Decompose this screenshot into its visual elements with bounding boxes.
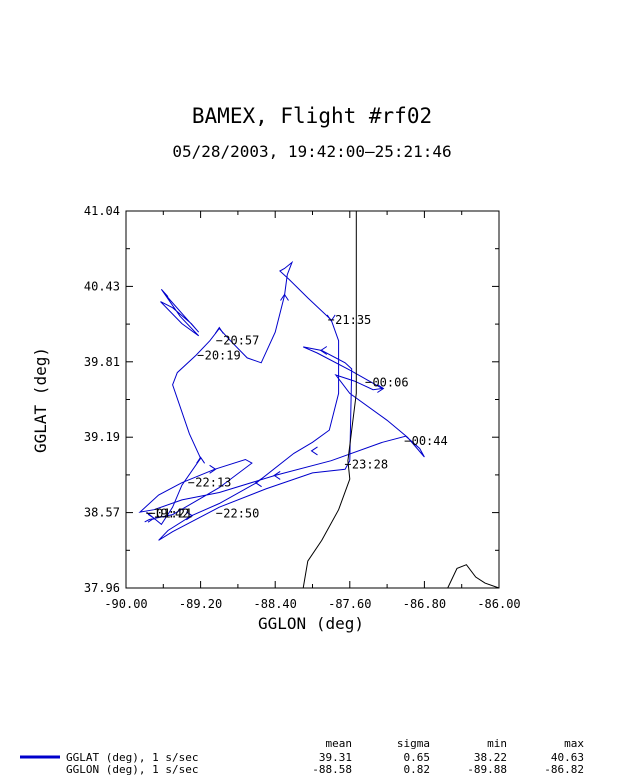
x-tick-label-1: -89.20 (179, 597, 222, 611)
time-label-1: 01:21 (156, 506, 192, 520)
stats-value-1-1: 0.82 (404, 763, 431, 776)
series-line-1 (160, 288, 200, 337)
series-layer (138, 211, 500, 589)
legend-label-0: GGLAT (deg), 1 s/sec (66, 751, 198, 764)
direction-arrow-6 (377, 384, 385, 393)
y-tick-label-2: 39.19 (84, 430, 120, 444)
time-label-9: 00:44 (412, 434, 448, 448)
time-label-5: 22:13 (195, 476, 231, 490)
x-tick-label-4: -86.80 (403, 597, 446, 611)
stats-value-1-0: -88.58 (312, 763, 352, 776)
direction-arrow-1 (196, 456, 206, 464)
arrow-layer (147, 293, 385, 523)
plot-frame (125, 210, 500, 589)
direction-arrow-9 (209, 464, 217, 474)
direction-arrow-8 (273, 470, 281, 480)
legend-label-1: GGLON (deg), 1 s/sec (66, 763, 198, 776)
x-tick-label-2: -88.40 (254, 597, 297, 611)
time-label-7: 23:28 (352, 457, 388, 471)
stats-value-0-1: 0.65 (404, 751, 431, 764)
direction-arrow-10 (186, 511, 194, 521)
direction-arrow-5 (319, 346, 328, 355)
time-label-4: 21:35 (335, 313, 371, 327)
time-label-8: 00:06 (372, 375, 408, 389)
time-label-6: 22:50 (223, 506, 259, 520)
direction-arrow-2 (214, 326, 224, 334)
direction-arrow-11 (310, 446, 318, 456)
x-tick-label-3: -87.60 (328, 597, 371, 611)
direction-arrow-7 (254, 478, 262, 488)
x-axis-label: GGLON (deg) (258, 614, 364, 633)
stats-value-1-3: -86.82 (544, 763, 584, 776)
stats-value-0-0: 39.31 (319, 751, 352, 764)
series-line-2 (302, 211, 357, 589)
tick-layer: -90.00 -89.20 -88.40 -87.60 -86.80 -86.00 37.9… (84, 204, 521, 611)
y-tick-label-1: 38.57 (84, 506, 120, 520)
y-tick-label-4: 40.43 (84, 279, 120, 293)
stats-value-1-2: -89.88 (467, 763, 507, 776)
stats-header-min: min (487, 737, 507, 750)
stats-value-0-3: 40.63 (551, 751, 584, 764)
direction-arrow-3 (280, 293, 289, 301)
x-tick-label-0: -90.00 (104, 597, 147, 611)
y-tick-label-0: 37.96 (84, 581, 120, 595)
y-tick-label-3: 39.81 (84, 355, 120, 369)
stats-table: mean sigma min max GGLAT (deg), 1 s/sec 39.31… (20, 737, 584, 776)
series-line-0 (138, 260, 425, 541)
x-tick-label-5: -86.00 (477, 597, 520, 611)
stats-value-0-2: 38.22 (474, 751, 507, 764)
stats-header-max: max (564, 737, 584, 750)
time-label-3: 20:57 (223, 334, 259, 348)
direction-arrow-0 (147, 513, 155, 523)
series-line-3 (447, 564, 500, 589)
y-tick-label-5: 41.04 (84, 204, 120, 218)
stats-header-sigma: sigma (397, 737, 430, 750)
chart-title: BAMEX, Flight #rf02 (192, 104, 432, 128)
time-label-2: 20:19 (205, 348, 241, 362)
stats-header-mean: mean (326, 737, 353, 750)
time-label-0: 19:42 (153, 506, 189, 520)
chart-subtitle: 05/28/2003, 19:42:00–25:21:46 (172, 142, 451, 161)
direction-arrow-4 (326, 314, 336, 322)
y-axis-label: GGLAT (deg) (31, 347, 50, 453)
